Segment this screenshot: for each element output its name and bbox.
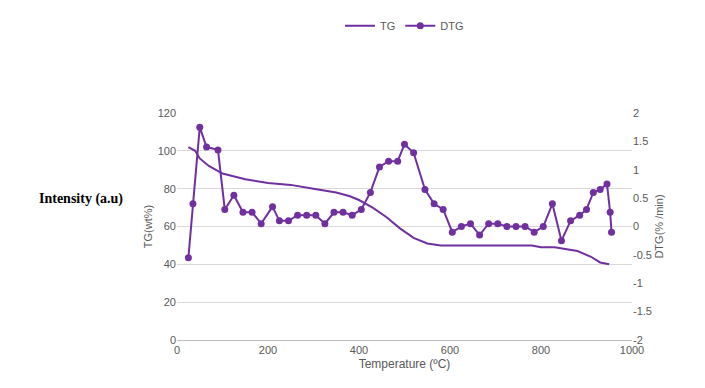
svg-text:600: 600	[441, 344, 459, 356]
svg-text:1000: 1000	[620, 344, 644, 356]
svg-text:200: 200	[259, 344, 277, 356]
svg-text:2: 2	[633, 107, 639, 119]
svg-text:0: 0	[174, 344, 180, 356]
svg-text:-2: -2	[633, 334, 643, 346]
svg-text:0: 0	[170, 334, 176, 346]
svg-text:DTG(% /min): DTG(% /min)	[653, 194, 665, 258]
svg-text:1.5: 1.5	[633, 135, 648, 147]
svg-text:-0.5: -0.5	[633, 249, 652, 261]
svg-text:60: 60	[164, 220, 176, 232]
svg-text:0: 0	[633, 220, 639, 232]
svg-text:DTG: DTG	[440, 20, 463, 32]
svg-text:400: 400	[350, 344, 368, 356]
svg-text:0.5: 0.5	[633, 192, 648, 204]
svg-text:Intensity (a.u): Intensity (a.u)	[39, 191, 123, 207]
svg-text:20: 20	[164, 296, 176, 308]
svg-text:TG: TG	[380, 20, 395, 32]
svg-text:40: 40	[164, 258, 176, 270]
svg-text:80: 80	[164, 183, 176, 195]
svg-text:100: 100	[158, 145, 176, 157]
svg-text:800: 800	[532, 344, 550, 356]
svg-text:TG(wt%): TG(wt%)	[142, 205, 154, 248]
svg-text:120: 120	[158, 107, 176, 119]
svg-text:-1: -1	[633, 277, 643, 289]
svg-text:Temperature (ºC): Temperature (ºC)	[359, 357, 451, 371]
svg-text:-1.5: -1.5	[633, 305, 652, 317]
svg-text:1: 1	[633, 164, 639, 176]
